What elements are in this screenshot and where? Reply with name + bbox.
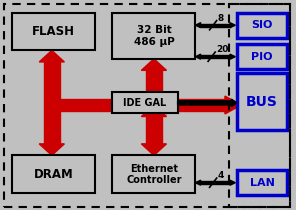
Polygon shape: [52, 99, 225, 111]
Polygon shape: [195, 54, 201, 59]
Polygon shape: [154, 96, 167, 114]
Bar: [229, 4, 290, 207]
Text: Ethernet
Controller: Ethernet Controller: [126, 164, 182, 185]
Polygon shape: [44, 62, 60, 144]
Bar: [201, 55, 230, 58]
Polygon shape: [141, 105, 166, 117]
Text: 20: 20: [216, 46, 229, 55]
Text: FLASH: FLASH: [32, 25, 75, 38]
Bar: [237, 13, 287, 38]
Bar: [237, 44, 287, 69]
Text: LAN: LAN: [250, 178, 274, 188]
Text: PIO: PIO: [251, 52, 273, 62]
Polygon shape: [141, 59, 166, 70]
Text: DRAM: DRAM: [33, 168, 73, 181]
Polygon shape: [230, 54, 235, 59]
Bar: [237, 74, 287, 130]
Text: IDE GAL: IDE GAL: [123, 98, 167, 108]
Bar: [12, 13, 95, 50]
Bar: [201, 24, 230, 27]
Polygon shape: [39, 50, 65, 62]
Polygon shape: [141, 144, 166, 155]
Polygon shape: [195, 180, 201, 185]
Polygon shape: [225, 96, 241, 114]
Polygon shape: [146, 99, 162, 100]
Text: 32 Bit
486 µP: 32 Bit 486 µP: [133, 25, 174, 46]
Text: BUS: BUS: [246, 95, 278, 109]
Polygon shape: [178, 99, 237, 107]
Polygon shape: [146, 70, 162, 93]
Bar: [12, 155, 95, 193]
Bar: [112, 13, 195, 59]
Polygon shape: [141, 92, 166, 100]
Bar: [201, 181, 230, 184]
Polygon shape: [146, 117, 162, 144]
Text: SIO: SIO: [251, 20, 273, 30]
Text: 8: 8: [218, 14, 224, 23]
Bar: [112, 92, 178, 113]
Polygon shape: [230, 180, 235, 185]
Text: 4: 4: [218, 172, 224, 181]
Polygon shape: [141, 93, 166, 105]
Polygon shape: [195, 23, 201, 28]
Polygon shape: [39, 144, 65, 155]
Bar: [237, 170, 287, 195]
Polygon shape: [230, 23, 235, 28]
Bar: [112, 155, 195, 193]
